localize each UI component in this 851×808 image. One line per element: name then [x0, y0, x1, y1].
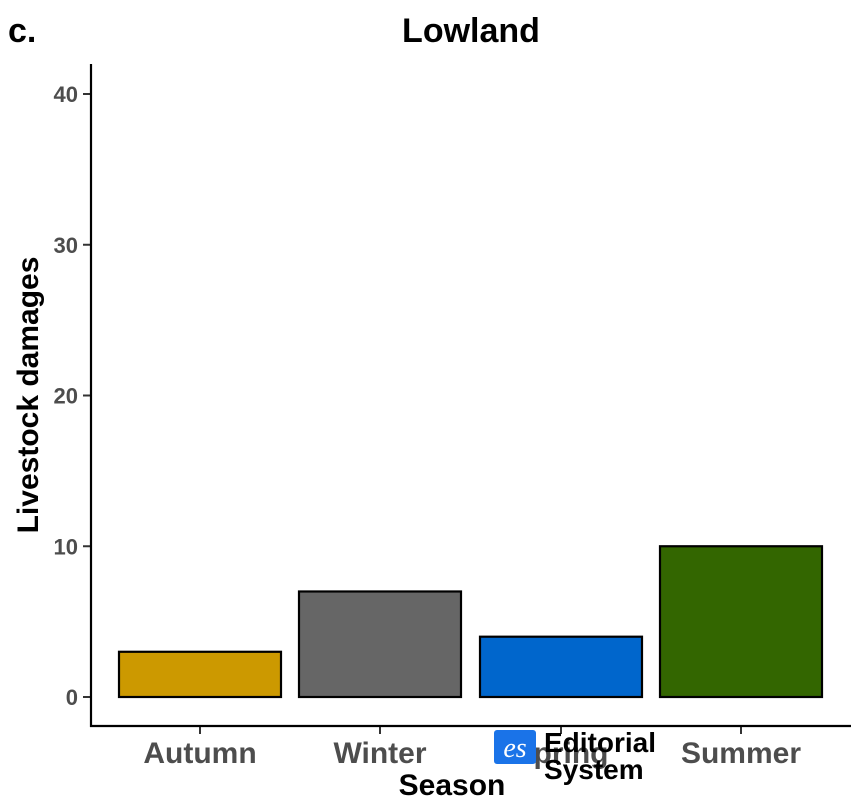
- y-tick-label: 40: [54, 82, 78, 107]
- bar-spring: [478, 635, 644, 699]
- bars-group: [117, 545, 824, 699]
- bar-summer: [658, 545, 824, 699]
- x-tick-label-autumn: Autumn: [143, 737, 256, 770]
- y-tick-label: 30: [54, 233, 78, 258]
- watermark-logo-text: es: [503, 733, 526, 764]
- x-axis-title: Season: [399, 769, 506, 802]
- y-axis-ticks: 0 10 20 30 40: [54, 82, 91, 710]
- chart-title: Lowland: [402, 12, 540, 50]
- watermark-line1: Editorial: [544, 727, 656, 758]
- panel-letter: c.: [8, 12, 36, 50]
- y-axis-title: Livestock damages: [12, 257, 45, 534]
- watermark-line2: System: [544, 754, 644, 785]
- y-tick-label: 10: [54, 534, 78, 559]
- y-tick-label: 20: [54, 384, 78, 409]
- y-tick-label: 0: [66, 685, 78, 710]
- bar-autumn: [117, 650, 283, 699]
- x-tick-label-winter: Winter: [333, 737, 426, 770]
- editorial-system-watermark: es Editorial System: [494, 727, 656, 785]
- watermark-logo-box: [494, 730, 536, 764]
- x-tick-label-summer: Summer: [681, 737, 801, 770]
- bar-winter: [297, 590, 463, 699]
- x-axis-ticks: Autumn Winter Spring Summer: [143, 726, 801, 770]
